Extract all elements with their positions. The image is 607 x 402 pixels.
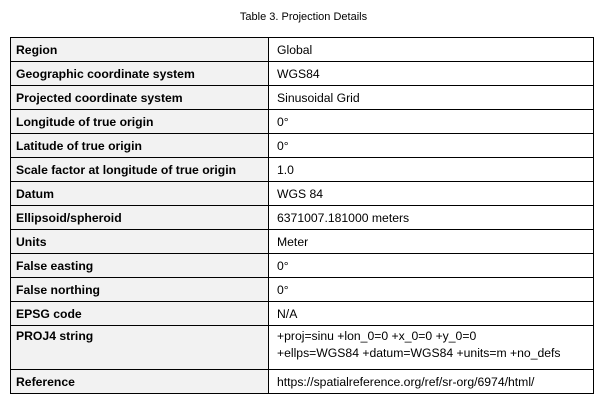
proj4-line: +ellps=WGS84 +datum=WGS84 +units=m +no_d… — [277, 346, 561, 360]
row-label: Datum — [10, 181, 269, 206]
row-value: 0° — [268, 253, 594, 278]
row-value: 6371007.181000 meters — [268, 205, 594, 230]
row-value: N/A — [268, 301, 594, 326]
row-label: Units — [10, 229, 269, 254]
row-label: Longitude of true origin — [10, 109, 269, 134]
row-label: PROJ4 string — [10, 325, 269, 370]
row-label: False northing — [10, 277, 269, 302]
row-label: Scale factor at longitude of true origin — [10, 157, 269, 182]
row-label: Ellipsoid/spheroid — [10, 205, 269, 230]
table-row: False easting 0° — [10, 253, 594, 278]
row-value: 0° — [268, 133, 594, 158]
projection-details-table: Region Global Geographic coordinate syst… — [10, 37, 594, 394]
row-value: Meter — [268, 229, 594, 254]
row-value: 1.0 — [268, 157, 594, 182]
table-row: PROJ4 string +proj=sinu +lon_0=0 +x_0=0 … — [10, 325, 594, 370]
row-label: EPSG code — [10, 301, 269, 326]
table-row: Ellipsoid/spheroid 6371007.181000 meters — [10, 205, 594, 230]
reference-link[interactable]: https://spatialreference.org/ref/sr-org/… — [268, 369, 594, 394]
table-row: Longitude of true origin 0° — [10, 109, 594, 134]
row-label: False easting — [10, 253, 269, 278]
row-value: Global — [268, 37, 594, 62]
table-row: Latitude of true origin 0° — [10, 133, 594, 158]
row-label: Geographic coordinate system — [10, 61, 269, 86]
row-value: Sinusoidal Grid — [268, 85, 594, 110]
row-label: Projected coordinate system — [10, 85, 269, 110]
row-label: Region — [10, 37, 269, 62]
table-row: Datum WGS 84 — [10, 181, 594, 206]
table-row: EPSG code N/A — [10, 301, 594, 326]
table-row: Units Meter — [10, 229, 594, 254]
row-value: WGS84 — [268, 61, 594, 86]
row-value: 0° — [268, 277, 594, 302]
row-value: 0° — [268, 109, 594, 134]
table-row: Geographic coordinate system WGS84 — [10, 61, 594, 86]
table-row: Region Global — [10, 37, 594, 62]
row-value: WGS 84 — [268, 181, 594, 206]
row-label: Reference — [10, 369, 269, 394]
table-row: Projected coordinate system Sinusoidal G… — [10, 85, 594, 110]
row-value: +proj=sinu +lon_0=0 +x_0=0 +y_0=0 +ellps… — [268, 325, 594, 370]
table-row: False northing 0° — [10, 277, 594, 302]
table-row: Reference https://spatialreference.org/r… — [10, 369, 594, 394]
proj4-line: +proj=sinu +lon_0=0 +x_0=0 +y_0=0 — [277, 329, 477, 343]
table-caption: Table 3. Projection Details — [239, 11, 368, 23]
table-row: Scale factor at longitude of true origin… — [10, 157, 594, 182]
row-label: Latitude of true origin — [10, 133, 269, 158]
